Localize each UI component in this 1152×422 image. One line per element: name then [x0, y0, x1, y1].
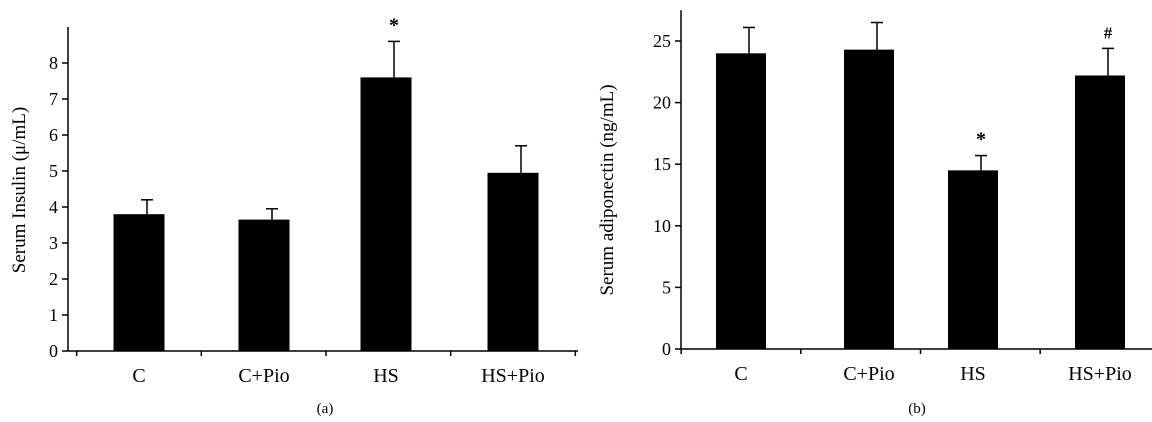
chart-a-y-tick-label: 6: [49, 125, 58, 145]
chart-panel-a: Serum Insulin (μ/mL) (a) 0 1 2 3 4 5 6 7 8 C C+Pio…: [9, 14, 578, 417]
chart-b-x-tick-label: HS: [960, 363, 986, 385]
chart-b-y-tick-label: 20: [653, 93, 671, 113]
chart-a-x-tick-label: C+Pio: [238, 365, 289, 387]
chart-a-y-tick-label: 5: [49, 161, 58, 181]
chart-a-y-tick-label: 2: [49, 269, 58, 289]
chart-a-y-tick-label: 4: [49, 197, 58, 217]
chart-b-ylabel: Serum adiponectin (ng/mL): [597, 84, 618, 295]
chart-b-y-tick-label: 0: [662, 339, 671, 359]
chart-b-y-tick-label: 5: [662, 277, 671, 297]
chart-a-y-tick-label: 8: [49, 53, 58, 73]
chart-b-x-tick-label: C+Pio: [843, 363, 894, 385]
chart-a-y-tick-label: 0: [49, 341, 58, 361]
chart-b-y-tick-label: 10: [653, 216, 671, 236]
chart-a-bar: [113, 214, 165, 351]
chart-b-x-tick-label: HS+Pio: [1068, 363, 1132, 385]
chart-b-bar: [948, 170, 998, 349]
chart-b-bar: [844, 49, 894, 350]
chart-a-bar: [487, 172, 539, 351]
chart-b-y-tick-label: 15: [653, 154, 671, 174]
chart-a-x-tick-label: C: [132, 365, 145, 387]
chart-b-significance-marker: *: [976, 129, 986, 151]
chart-a-y-tick-label: 7: [49, 89, 58, 109]
chart-a-x-tick-label: HS+Pio: [481, 365, 545, 387]
chart-a-panel-label: (a): [317, 401, 334, 417]
chart-b-significance-marker: #: [1104, 23, 1113, 42]
chart-a-bar: [238, 219, 290, 351]
chart-a-x-tick-label: HS: [373, 365, 399, 387]
chart-b-x-tick-label: C: [734, 363, 747, 385]
chart-panel-b: Serum adiponectin (ng/mL) (b) 0 5 10 15 20 25…: [597, 10, 1152, 417]
chart-a-y-tick-label: 1: [49, 305, 58, 325]
chart-a-y-tick-label: 3: [49, 233, 58, 253]
chart-b-panel-label: (b): [908, 401, 926, 417]
chart-b-bar: [716, 53, 766, 349]
chart-a-bar: [360, 77, 412, 352]
chart-a-ylabel: Serum Insulin (μ/mL): [9, 107, 30, 273]
chart-a-significance-marker: *: [389, 14, 399, 36]
chart-b-y-tick-label: 25: [653, 31, 671, 51]
chart-b-bar: [1075, 75, 1125, 349]
